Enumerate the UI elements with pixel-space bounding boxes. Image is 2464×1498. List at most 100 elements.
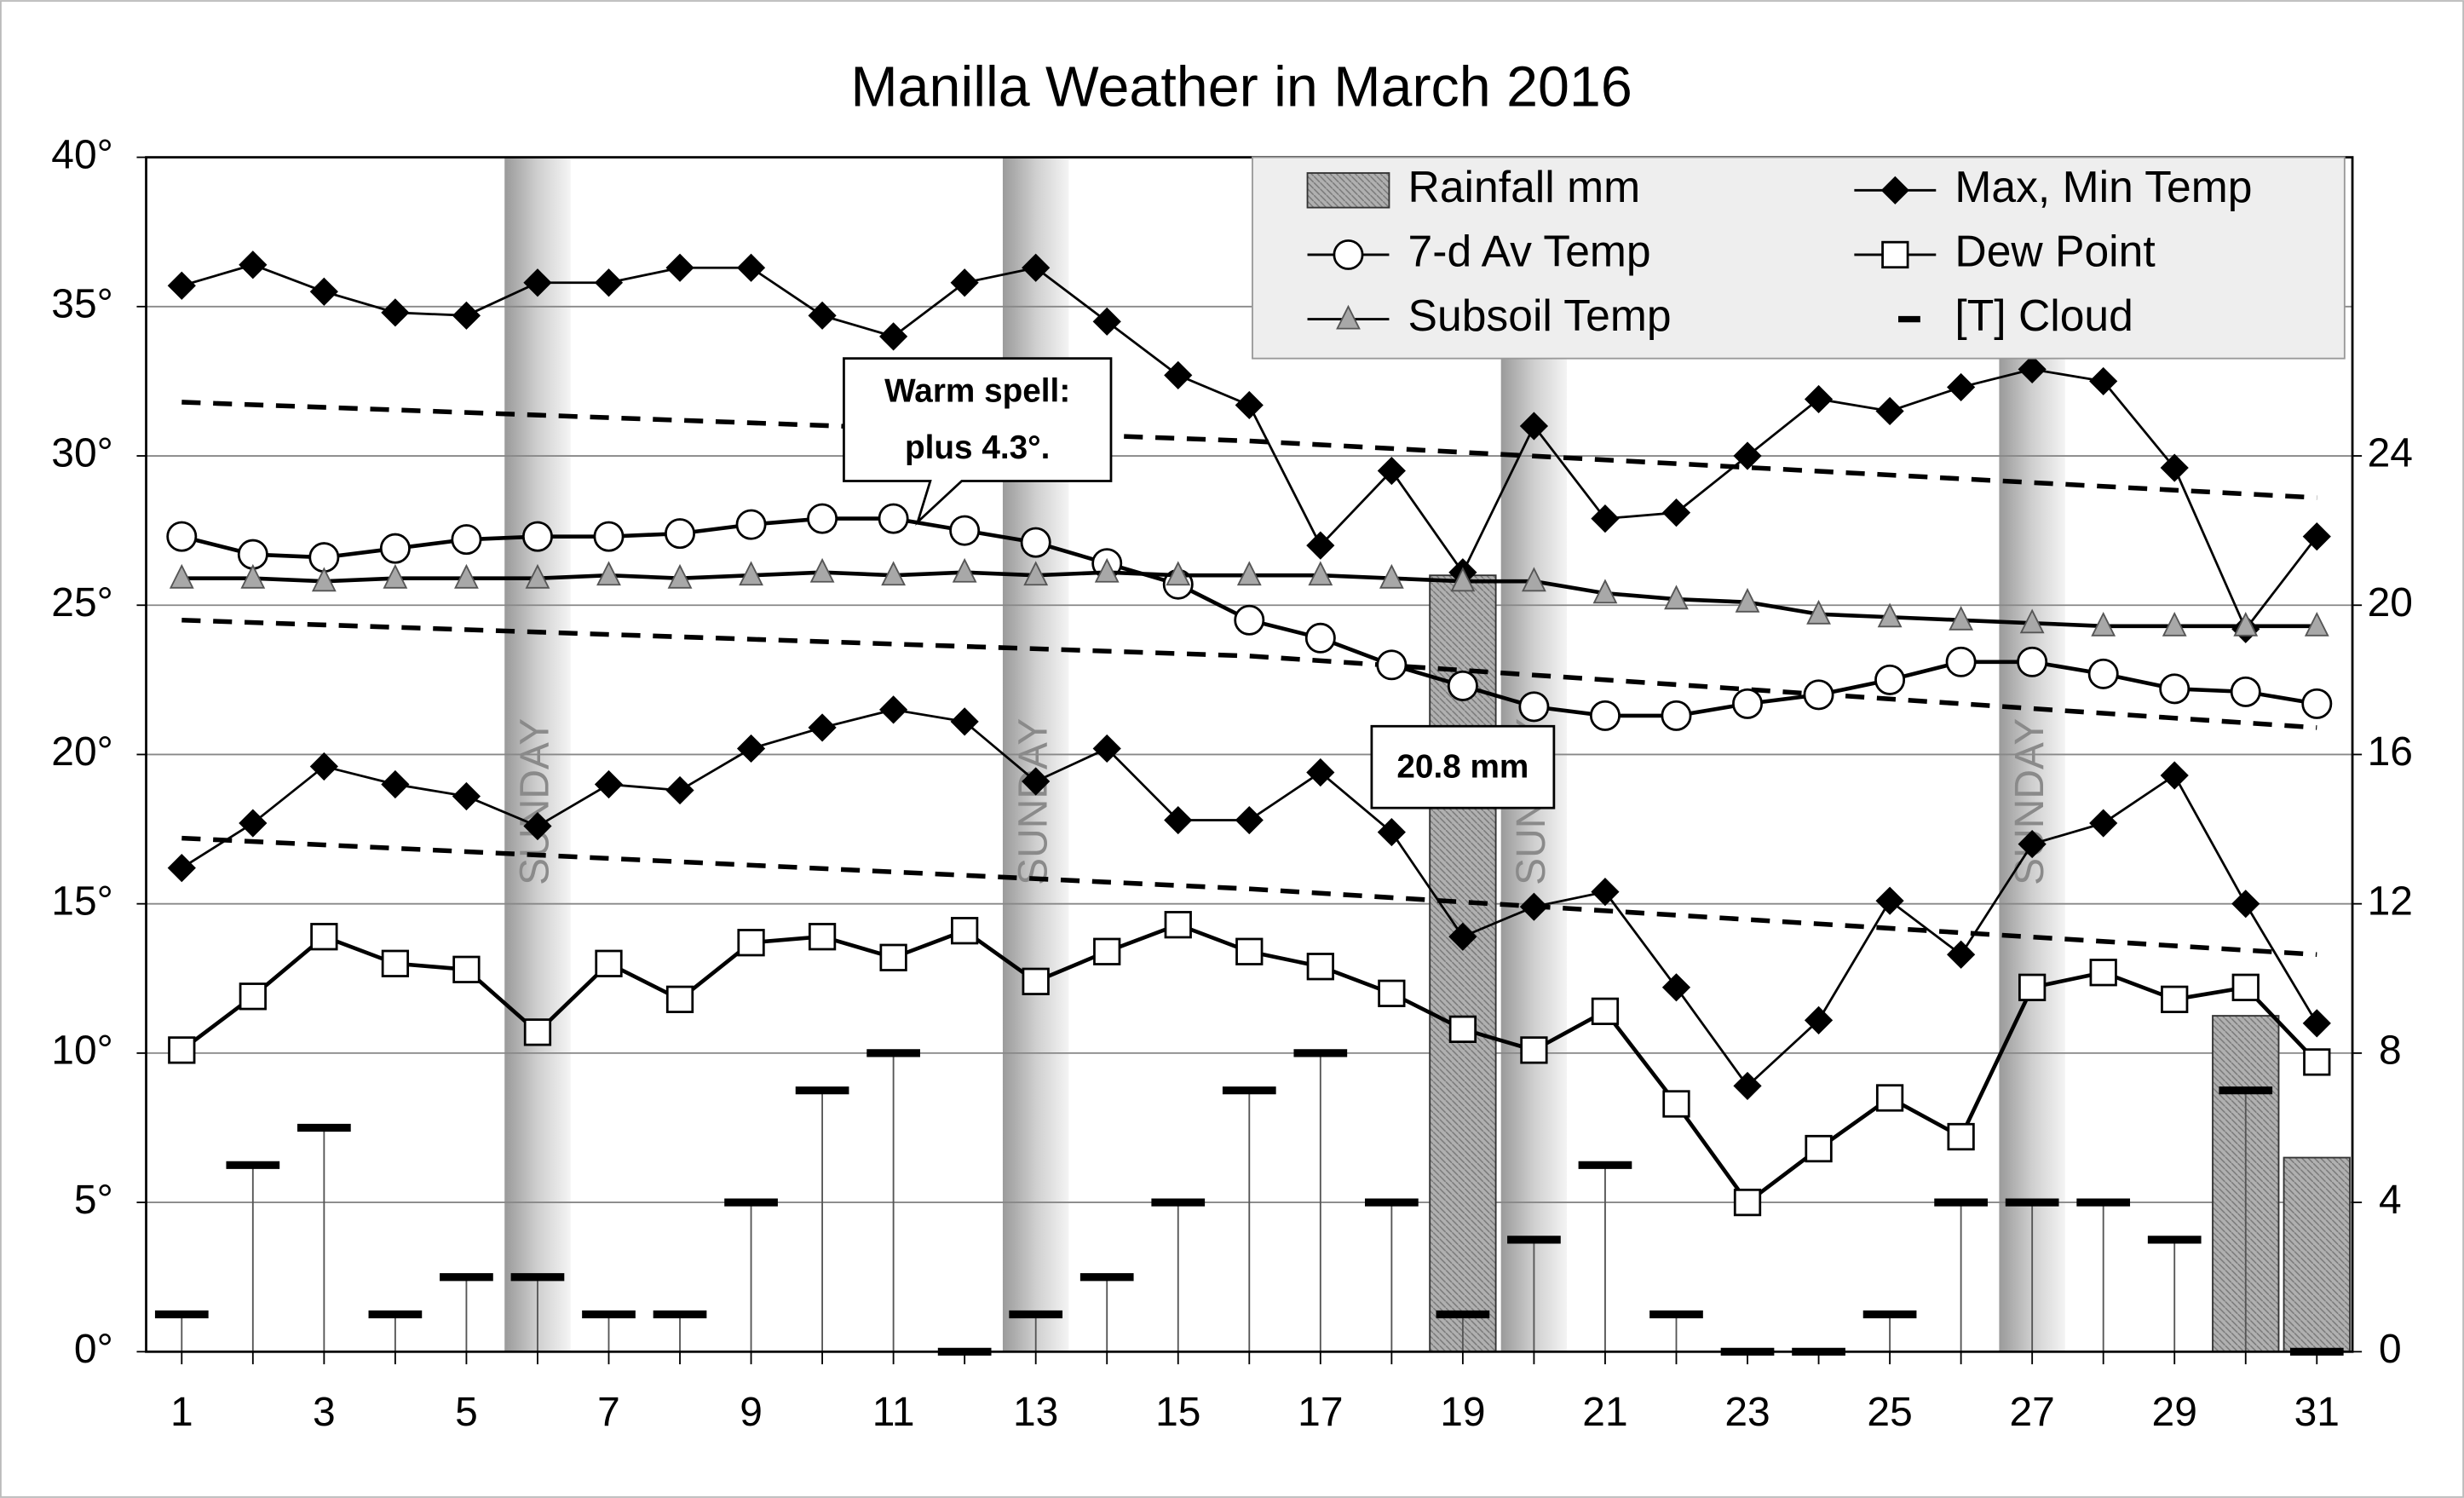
point xyxy=(1949,605,1974,631)
normal-line xyxy=(181,617,2317,730)
x-tick-label: 25 xyxy=(1867,1390,1912,1435)
point xyxy=(452,955,481,983)
x-tick-label: 1 xyxy=(170,1390,193,1435)
point xyxy=(1592,579,1618,604)
point xyxy=(452,301,481,330)
point xyxy=(1308,561,1333,586)
point xyxy=(167,271,196,300)
legend-marker xyxy=(1881,240,1909,269)
point xyxy=(2089,959,2117,987)
point xyxy=(454,563,479,589)
x-tick-label: 19 xyxy=(1440,1390,1485,1435)
sunday-label: SUNDAY xyxy=(2007,718,2052,885)
point xyxy=(1022,967,1050,995)
point xyxy=(1236,561,1262,586)
point xyxy=(665,985,694,1013)
chart-title: Manilla Weather in March 2016 xyxy=(850,56,1632,119)
point xyxy=(1591,997,1620,1025)
point xyxy=(2017,646,2048,677)
point xyxy=(1235,805,1264,835)
point xyxy=(525,563,550,589)
value-label-box xyxy=(1370,724,1556,809)
point xyxy=(807,503,838,534)
legend-swatch xyxy=(1306,172,1390,209)
point xyxy=(2161,985,2189,1013)
y2-tick-label: 8 xyxy=(2379,1028,2402,1074)
x-tick-label: 5 xyxy=(455,1390,478,1435)
callout-text: Warm spell: xyxy=(884,372,1070,409)
normal-line xyxy=(181,835,2317,958)
point xyxy=(1803,679,1834,711)
point xyxy=(595,949,623,977)
point xyxy=(521,521,553,552)
point xyxy=(2302,522,2331,551)
point xyxy=(1875,396,1904,426)
point xyxy=(1306,953,1334,981)
point xyxy=(2304,611,2329,637)
point xyxy=(2303,1048,2331,1076)
point xyxy=(1093,937,1121,965)
point xyxy=(1945,646,1977,677)
point xyxy=(808,923,837,951)
point xyxy=(383,563,408,589)
point xyxy=(381,298,410,327)
sunday-label: SUNDAY xyxy=(1010,718,1056,885)
point xyxy=(2162,611,2187,637)
point xyxy=(1661,498,1691,527)
point xyxy=(736,734,766,763)
point xyxy=(1875,1084,1904,1112)
point xyxy=(1306,531,1335,560)
x-tick-label: 11 xyxy=(872,1390,915,1435)
legend-box xyxy=(1252,156,2346,360)
point xyxy=(1164,911,1192,939)
point xyxy=(879,943,907,971)
y-tick-label: 0° xyxy=(74,1327,113,1372)
point xyxy=(1874,664,1906,695)
point xyxy=(1662,1090,1690,1118)
normal-line xyxy=(181,400,2317,500)
x-tick-label: 21 xyxy=(1582,1390,1627,1435)
x-tick-label: 27 xyxy=(2009,1390,2054,1435)
point xyxy=(737,929,765,957)
point xyxy=(878,503,909,534)
x-tick-label: 31 xyxy=(2294,1390,2340,1435)
point xyxy=(2159,673,2191,705)
point xyxy=(523,1018,552,1046)
x-tick-label: 13 xyxy=(1013,1390,1058,1435)
y2-tick-label: 12 xyxy=(2368,879,2413,924)
point xyxy=(735,509,767,540)
point xyxy=(309,752,338,781)
rain-bar xyxy=(1429,574,1497,1353)
point xyxy=(166,521,198,552)
point xyxy=(1094,557,1120,583)
point xyxy=(1522,567,1546,592)
point xyxy=(1661,700,1692,731)
callout-text: plus 4.3°. xyxy=(905,429,1050,466)
point xyxy=(2230,676,2261,707)
value-label: 20.8 mm xyxy=(1396,748,1528,785)
point xyxy=(667,563,693,589)
point xyxy=(2233,611,2259,637)
point xyxy=(311,567,337,592)
point xyxy=(596,561,621,586)
point xyxy=(2019,608,2045,634)
point xyxy=(593,521,625,552)
point xyxy=(950,707,979,736)
y-tick-label: 40° xyxy=(51,132,112,177)
point xyxy=(2018,829,2047,859)
point xyxy=(381,949,410,977)
point xyxy=(879,322,908,351)
point xyxy=(1877,602,1903,628)
x-tick-label: 7 xyxy=(597,1390,620,1435)
point xyxy=(1377,817,1406,847)
point xyxy=(2089,809,2118,838)
point xyxy=(665,518,696,550)
point xyxy=(949,515,981,546)
sunday-label: SUNDAY xyxy=(513,718,558,885)
point xyxy=(1164,805,1193,835)
y-tick-label: 20° xyxy=(51,729,112,775)
point xyxy=(1450,567,1476,592)
point xyxy=(1166,561,1191,586)
y2-tick-label: 4 xyxy=(2379,1178,2402,1223)
point xyxy=(1306,758,1335,787)
